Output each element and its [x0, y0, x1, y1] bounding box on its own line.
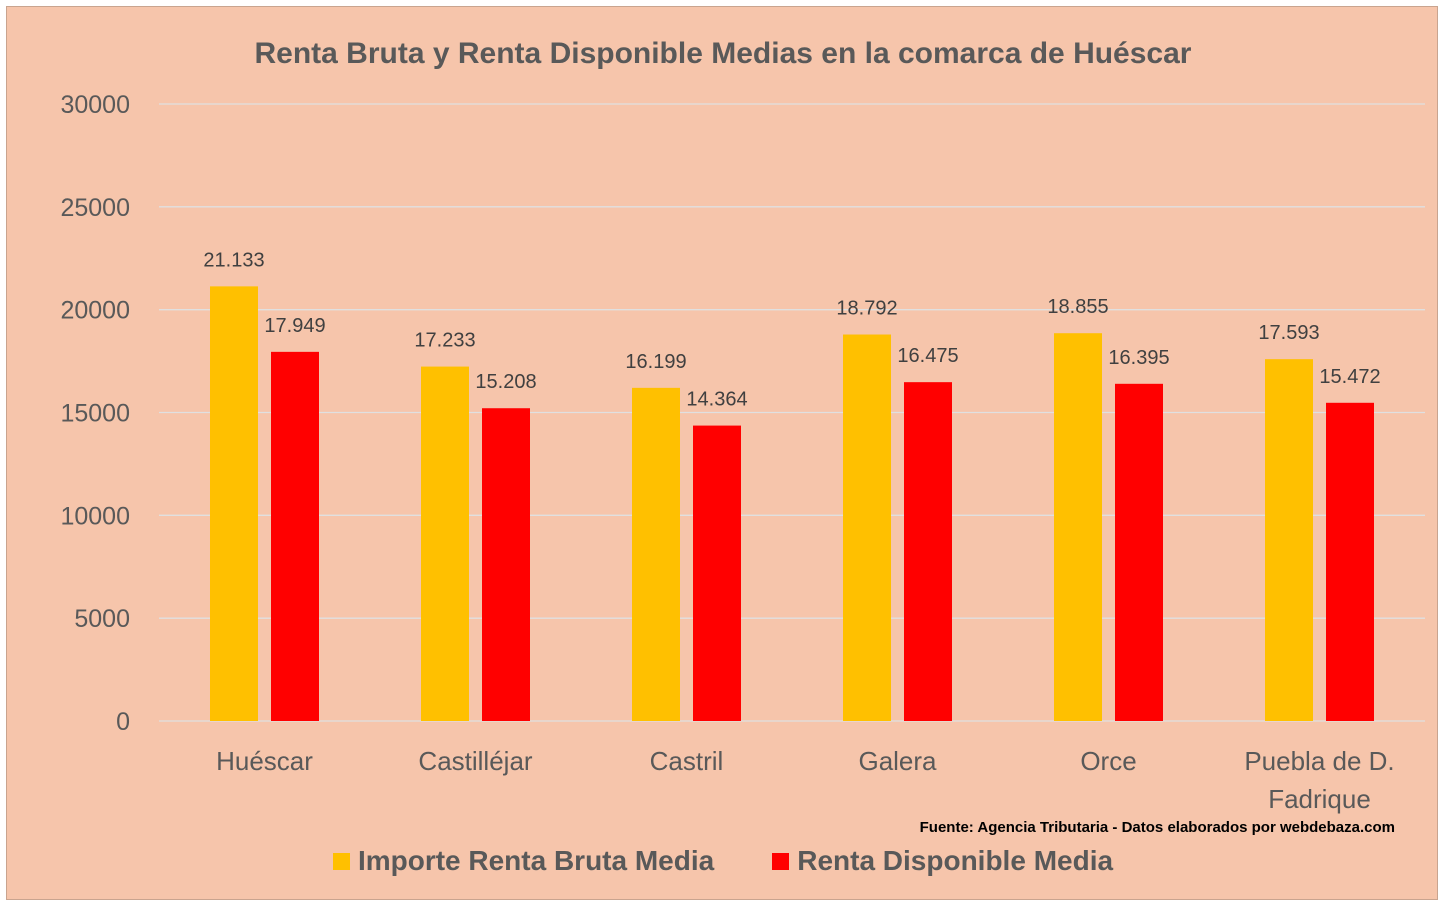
bar [843, 334, 891, 721]
bar [210, 286, 258, 721]
data-label: 15.208 [475, 371, 536, 393]
y-tick-label: 20000 [60, 297, 130, 325]
bar [1265, 359, 1313, 721]
data-label: 17.233 [414, 330, 475, 352]
chart-title: Renta Bruta y Renta Disponible Medias en… [254, 37, 1192, 70]
data-label: 15.472 [1319, 366, 1380, 388]
y-tick-label: 15000 [60, 400, 130, 428]
legend-item-renta-bruta: Importe Renta Bruta Media [332, 845, 715, 877]
data-label: 18.792 [836, 298, 897, 320]
bar [1326, 402, 1374, 721]
y-tick-label: 5000 [74, 605, 130, 633]
x-tick-label: Fadrique [1268, 784, 1371, 814]
bar [1115, 383, 1163, 721]
legend: Importe Renta Bruta Media Renta Disponib… [7, 845, 1439, 877]
bar [693, 425, 741, 721]
y-tick-label: 0 [116, 708, 130, 736]
x-tick-label: Castril [650, 746, 724, 776]
x-tick-label: Orce [1080, 746, 1136, 776]
bar [904, 382, 952, 721]
bar [1054, 333, 1102, 721]
x-tick-label: Huéscar [216, 746, 313, 776]
chart-area: Renta Bruta y Renta Disponible Medias en… [6, 6, 1438, 900]
legend-label-renta-disponible: Renta Disponible Media [797, 845, 1114, 876]
data-label: 21.133 [203, 249, 264, 271]
legend-swatch-renta-bruta [332, 852, 350, 870]
plot-area: 0 5000 10000 15000 20000 25000 30000 21.133 17.9… [60, 91, 1425, 814]
x-tick-label: Galera [858, 746, 937, 776]
data-label: 18.855 [1047, 296, 1108, 318]
bar [271, 351, 319, 721]
data-label: 16.199 [625, 351, 686, 373]
bar [482, 408, 530, 721]
data-label: 16.395 [1108, 347, 1169, 369]
source-note: Fuente: Agencia Tributaria - Datos elabo… [919, 819, 1395, 836]
x-tick-label: Castilléjar [418, 746, 532, 776]
x-tick-label: Puebla de D. [1244, 746, 1394, 776]
data-label: 14.364 [686, 389, 747, 411]
legend-label-renta-bruta: Importe Renta Bruta Media [357, 845, 715, 876]
y-tick-label: 30000 [60, 91, 130, 119]
data-label: 16.475 [897, 345, 958, 367]
legend-item-renta-disponible: Renta Disponible Media [772, 845, 1113, 877]
bar [632, 387, 680, 721]
y-tick-label: 10000 [60, 502, 130, 530]
data-label: 17.949 [264, 315, 325, 337]
data-label: 17.593 [1258, 322, 1319, 344]
legend-swatch-renta-disponible [772, 852, 790, 870]
bar [421, 366, 469, 721]
y-tick-label: 25000 [60, 194, 130, 222]
